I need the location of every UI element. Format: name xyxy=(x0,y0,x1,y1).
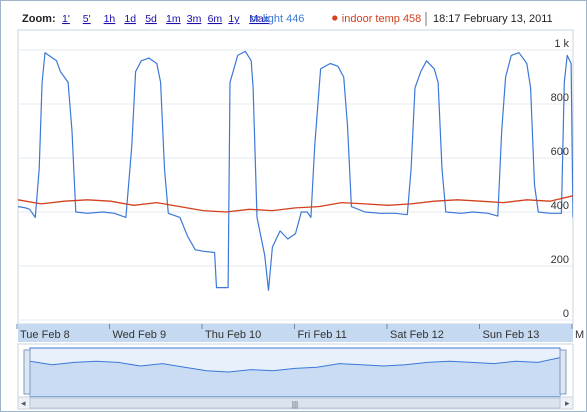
zoom-option-4[interactable]: 5d xyxy=(145,13,157,25)
x-axis-band xyxy=(18,324,573,342)
legend-entry-0: or light 446 xyxy=(250,13,304,25)
zoom-option-2[interactable]: 1h xyxy=(104,13,116,25)
x-tick-label-6: M xyxy=(575,329,584,341)
legend-marker-1 xyxy=(332,15,338,21)
scroll-grip-icon: ||| xyxy=(292,400,298,409)
navigator-sparkline xyxy=(30,357,560,396)
zoom-option-6[interactable]: 3m xyxy=(187,13,202,25)
navigator-right-handle[interactable] xyxy=(559,349,567,395)
plot-area xyxy=(17,29,574,325)
y-tick-label-1: 200 xyxy=(551,254,569,266)
y-tick-label-2: 400 xyxy=(551,200,569,212)
x-tick-label-1: Wed Feb 9 xyxy=(113,329,167,341)
x-axis: Tue Feb 8 Wed Feb 9 Thu Feb 10 Fri Feb 11 Sa… xyxy=(16,324,584,341)
scroll-left-arrow-icon[interactable]: ◂ xyxy=(21,399,26,409)
series-line-or-light xyxy=(18,50,573,291)
x-tick-label-3: Fri Feb 11 xyxy=(298,329,347,341)
zoom-option-0[interactable]: 1' xyxy=(62,13,70,25)
zoom-option-3[interactable]: 1d xyxy=(124,13,136,25)
x-tick-label-4: Sat Feb 12 xyxy=(390,329,444,341)
x-tick-label-0: Tue Feb 8 xyxy=(20,329,70,341)
y-tick-label-5: 1 k xyxy=(554,38,569,50)
navigator-left-handle[interactable] xyxy=(23,349,31,395)
zoom-option-7[interactable]: 6m xyxy=(208,13,223,25)
zoom-label: Zoom: xyxy=(22,13,56,25)
x-tick-label-5: Sun Feb 13 xyxy=(483,329,540,341)
series-line-indoor-temp xyxy=(18,195,573,213)
navigator-scroll-thumb[interactable] xyxy=(29,397,561,409)
x-tick-label-2: Thu Feb 10 xyxy=(205,329,261,341)
navigator-area xyxy=(30,357,560,396)
zoom-option-1[interactable]: 5' xyxy=(83,13,91,25)
zoom-options: 1' 5' 1h 1d 5d 1m 3m 6m 1y Max xyxy=(62,13,270,25)
y-tick-label-4: 800 xyxy=(551,92,569,104)
y-tick-label-0: 0 xyxy=(563,308,569,320)
date-stamp: 18:17 February 13, 2011 xyxy=(433,13,553,25)
zoom-option-5[interactable]: 1m xyxy=(166,13,181,25)
series-group xyxy=(18,50,573,291)
zoom-option-8[interactable]: 1y xyxy=(228,13,240,25)
zoom-option-9[interactable]: Max xyxy=(249,13,270,25)
zoom-toolbar: Zoom: 1' 5' 1h 1d 5d 1m 3m 6m 1y Max or light 446… xyxy=(1,1,586,29)
toolbar-background xyxy=(1,1,586,29)
legend: or light 446 indoor temp 458 xyxy=(250,13,421,25)
legend-entry-1: indoor temp 458 xyxy=(342,13,422,25)
y-axis: 0 200 400 600 800 1 k xyxy=(551,38,570,320)
scroll-right-arrow-icon[interactable]: ▸ xyxy=(565,399,570,409)
navigator-line xyxy=(30,357,560,373)
gridlines xyxy=(18,49,573,321)
y-tick-label-3: 600 xyxy=(551,146,569,158)
